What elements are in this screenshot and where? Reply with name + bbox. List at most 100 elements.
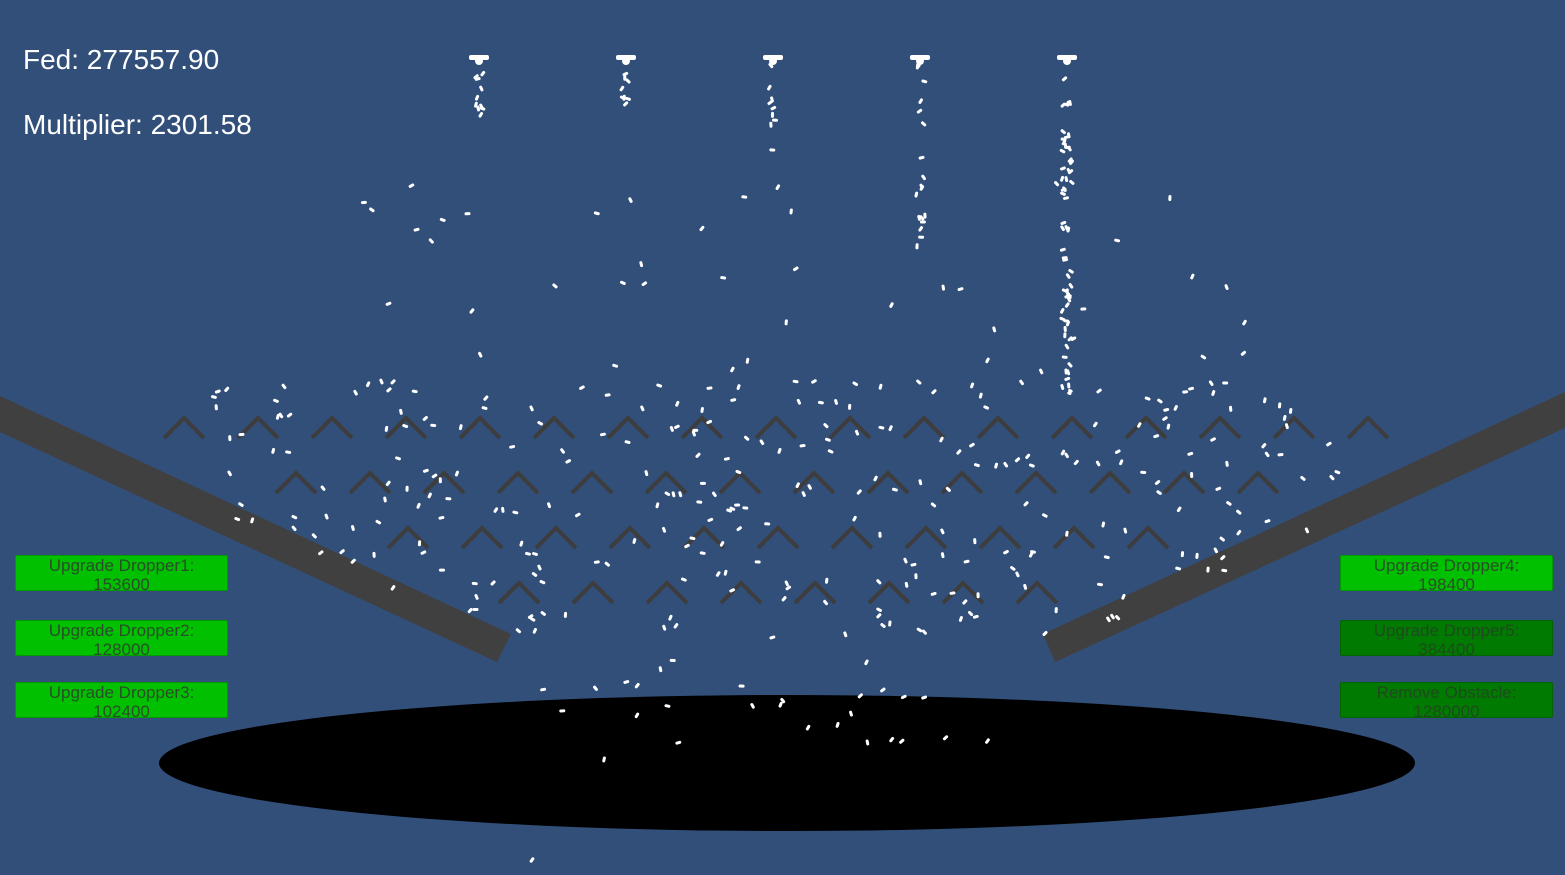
food-particle xyxy=(769,121,773,128)
upgrade-dropper5-button[interactable]: Upgrade Dropper5: 384400 xyxy=(1340,620,1553,656)
food-particle xyxy=(664,704,671,708)
food-particle xyxy=(780,697,786,704)
food-particle xyxy=(1095,460,1101,467)
food-particle xyxy=(1334,470,1341,475)
food-particle xyxy=(1226,501,1232,506)
peg-obstacle xyxy=(496,470,540,495)
food-particle xyxy=(1023,501,1029,507)
food-particle xyxy=(1166,423,1171,430)
food-particle xyxy=(1064,302,1070,308)
food-particle xyxy=(1224,284,1229,290)
food-particle xyxy=(958,616,963,622)
food-particle xyxy=(771,118,778,122)
food-particle xyxy=(770,105,777,111)
food-particle xyxy=(318,550,324,556)
food-particle xyxy=(723,569,728,576)
food-particle xyxy=(930,591,937,596)
food-particle xyxy=(918,226,924,232)
food-particle xyxy=(956,449,962,455)
food-particle xyxy=(1163,408,1170,412)
food-particle xyxy=(854,429,860,436)
food-particle xyxy=(655,502,660,509)
food-particle xyxy=(889,736,895,743)
food-particle xyxy=(1060,220,1067,225)
food-particle xyxy=(795,482,800,489)
left-ramp xyxy=(0,396,511,662)
upgrade-dropper3-button[interactable]: Upgrade Dropper3: 102400 xyxy=(15,682,228,718)
food-particle xyxy=(781,596,787,602)
food-particle xyxy=(622,94,626,101)
food-particle xyxy=(1065,273,1071,279)
food-particles xyxy=(210,62,1341,863)
food-particle xyxy=(1329,474,1335,481)
food-particle xyxy=(350,525,355,531)
food-particle xyxy=(736,526,742,532)
food-particle xyxy=(628,197,633,203)
food-particle xyxy=(599,432,606,437)
button-label: Upgrade Dropper5: xyxy=(1373,621,1520,640)
food-particle xyxy=(994,462,999,469)
food-particle xyxy=(234,516,241,522)
food-particle xyxy=(473,74,479,80)
food-particle xyxy=(1066,100,1070,107)
food-particle xyxy=(919,215,925,221)
food-particle xyxy=(1182,390,1189,394)
food-particle xyxy=(385,480,391,487)
food-particle xyxy=(1065,288,1069,295)
food-particle xyxy=(539,580,546,585)
food-particle xyxy=(559,709,566,713)
food-particle xyxy=(228,435,232,442)
food-particle xyxy=(1114,238,1121,243)
food-particle xyxy=(1069,179,1075,185)
peg-obstacle xyxy=(274,470,318,495)
food-particle xyxy=(427,492,432,499)
food-particle xyxy=(675,740,682,745)
food-particle xyxy=(916,627,923,633)
food-particle xyxy=(769,635,776,640)
food-particle xyxy=(402,424,409,429)
food-particle xyxy=(379,378,384,385)
food-particle xyxy=(281,383,287,390)
food-particle xyxy=(1154,480,1161,485)
food-particle xyxy=(632,538,637,544)
food-particle xyxy=(291,525,297,531)
food-particle xyxy=(768,62,774,69)
food-particle xyxy=(1063,196,1069,200)
food-particle xyxy=(1060,129,1066,135)
food-particle xyxy=(903,557,908,564)
food-particle xyxy=(386,387,392,393)
upgrade-dropper2-button[interactable]: Upgrade Dropper2: 128000 xyxy=(15,620,228,656)
peg-obstacle xyxy=(348,470,392,495)
food-particle xyxy=(512,510,519,515)
upgrade-dropper4-button[interactable]: Upgrade Dropper4: 198400 xyxy=(1340,555,1553,591)
food-particle xyxy=(1063,135,1070,140)
food-particle xyxy=(623,74,627,81)
peg-obstacle xyxy=(756,525,800,550)
food-particle xyxy=(921,79,928,84)
food-particle xyxy=(1261,443,1267,449)
food-particle xyxy=(1067,336,1073,342)
food-particle xyxy=(537,564,542,571)
food-particle xyxy=(471,581,478,586)
upgrade-dropper1-button[interactable]: Upgrade Dropper1: 153600 xyxy=(15,555,228,591)
food-particle xyxy=(416,502,421,509)
food-particle xyxy=(741,195,748,199)
food-particle xyxy=(420,550,427,555)
feeding-hole xyxy=(159,695,1415,831)
peg-obstacle xyxy=(644,470,688,495)
food-particle xyxy=(1140,470,1147,475)
food-particle xyxy=(445,497,452,501)
food-particle xyxy=(1264,451,1270,458)
remove-obstacle-button[interactable]: Remove Obstacle: 1280000 xyxy=(1340,682,1553,718)
food-particle xyxy=(623,680,630,684)
food-particle xyxy=(880,687,886,693)
food-particle xyxy=(1010,566,1016,571)
food-particle xyxy=(992,326,997,333)
peg-obstacle xyxy=(1346,415,1390,440)
food-particle xyxy=(1060,102,1066,108)
food-particle xyxy=(856,489,862,495)
food-particle xyxy=(250,517,255,524)
food-particle xyxy=(464,212,471,216)
food-particle xyxy=(700,406,704,413)
food-particle xyxy=(1060,166,1066,171)
